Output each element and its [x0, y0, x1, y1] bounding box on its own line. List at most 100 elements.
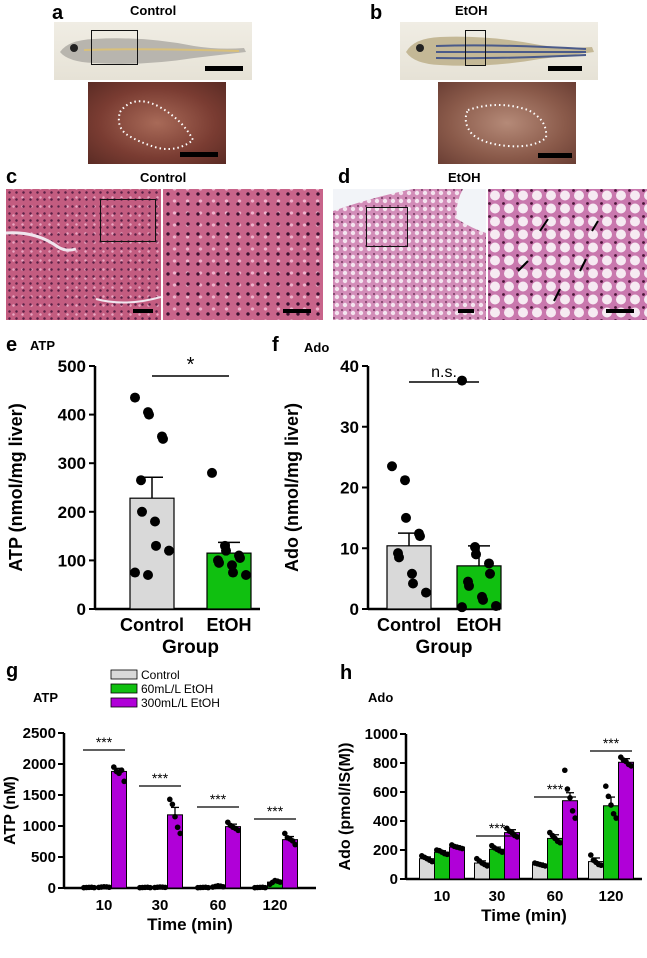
data-point — [457, 602, 467, 613]
x-tick-label: 120 — [262, 897, 287, 914]
significance-label: *** — [96, 734, 113, 750]
y-tick-label: 400 — [373, 813, 398, 830]
data-point — [387, 461, 397, 472]
panel-g-letter: g — [6, 660, 19, 682]
data-point — [613, 815, 619, 821]
x-tick-label: Control — [120, 615, 184, 635]
data-point — [572, 815, 578, 821]
histology-control-overview — [6, 189, 161, 320]
data-point — [227, 560, 237, 571]
y-tick-label: 800 — [373, 755, 398, 772]
y-tick-label: 100 — [58, 551, 86, 570]
histology-etoh-zoom — [488, 189, 647, 320]
data-point — [484, 863, 490, 869]
data-point — [400, 475, 410, 486]
y-axis-label: ATP (nM) — [2, 776, 19, 845]
legend-swatch — [110, 669, 138, 680]
data-point — [147, 884, 153, 891]
panel-e-letter: e — [6, 334, 18, 356]
data-point — [172, 813, 178, 820]
bar — [449, 846, 465, 880]
data-point — [111, 764, 117, 770]
data-point — [106, 884, 112, 891]
data-point — [262, 884, 269, 891]
data-point — [137, 506, 147, 517]
x-axis-label: Time (min) — [147, 915, 233, 934]
zebrafish-etoh-photo — [400, 22, 598, 80]
data-point — [130, 567, 140, 578]
data-point — [457, 375, 467, 386]
liver-etoh-photo — [438, 82, 576, 164]
data-point — [220, 883, 226, 890]
y-tick-label: 200 — [58, 503, 86, 522]
data-point — [499, 849, 505, 855]
chart-f: 0 10 20 30 40 Ado (nmol/mg liver) Control EtOHG… — [282, 357, 502, 658]
data-point — [407, 568, 417, 579]
x-tick-label: 30 — [489, 888, 506, 905]
bar — [111, 770, 127, 889]
scale-bar — [133, 309, 153, 313]
significance-label: *** — [210, 791, 227, 807]
data-point — [177, 830, 183, 837]
panel-d-title: EtOH — [448, 170, 481, 185]
scale-bar — [180, 152, 218, 157]
y-tick-label: 500 — [31, 849, 56, 866]
y-tick-label: 0 — [48, 880, 56, 897]
x-tick-label: 30 — [152, 897, 169, 914]
y-tick-label: 10 — [340, 539, 359, 558]
panel-b-letter: b — [370, 2, 383, 24]
data-point — [292, 841, 299, 848]
data-point — [394, 552, 404, 563]
data-point — [241, 569, 251, 580]
data-point — [471, 549, 481, 560]
y-tick-label: 1000 — [365, 726, 398, 743]
data-point — [459, 845, 465, 852]
data-point — [91, 884, 97, 891]
x-tick-label: Control — [377, 615, 441, 635]
y-tick-label: 1500 — [23, 787, 56, 804]
histology-etoh-overview — [333, 189, 486, 320]
data-point — [557, 839, 563, 846]
data-point — [567, 795, 573, 801]
zebrafish-control-photo — [54, 22, 252, 80]
data-point — [136, 475, 146, 486]
data-point — [401, 512, 411, 523]
y-axis-label: Ado (pmol/IS(M)) — [337, 743, 354, 871]
histology-control-zoom — [163, 189, 323, 320]
y-tick-label: 0 — [350, 600, 359, 619]
legend-label: Control — [141, 668, 180, 682]
legend-label: 60mL/L EtOH — [141, 682, 213, 696]
panel-c-title: Control — [140, 170, 187, 185]
arrow-icon — [517, 218, 599, 302]
significance-label: * — [187, 354, 195, 376]
data-point — [207, 467, 217, 478]
data-point — [562, 767, 568, 774]
scale-bar — [458, 309, 474, 313]
panel-g-title: ATP — [33, 690, 59, 705]
data-point — [130, 392, 140, 403]
data-point — [444, 851, 450, 858]
fish-zoom-box — [465, 30, 486, 66]
data-point — [277, 879, 284, 885]
scale-bar — [205, 66, 243, 71]
data-point — [588, 852, 594, 858]
y-tick-label: 2000 — [23, 756, 56, 773]
data-point — [118, 767, 125, 773]
data-point — [415, 531, 425, 542]
x-axis-label: Group — [162, 637, 219, 658]
panel-a-title: Control — [130, 3, 177, 18]
significance-label: *** — [603, 735, 620, 751]
data-point — [484, 558, 494, 569]
data-point — [569, 808, 576, 814]
data-point — [221, 545, 231, 556]
legend-label: 300mL/L EtOH — [141, 696, 220, 710]
data-point — [429, 858, 435, 865]
x-tick-label: 60 — [547, 888, 564, 905]
chart-g: 0 500 1000 1500 2000 2500 ATP (nM) 10 30 60 120 Tim… — [2, 668, 316, 934]
y-tick-label: 400 — [58, 406, 86, 425]
y-tick-label: 0 — [77, 600, 86, 619]
x-axis-label: Time (min) — [481, 906, 567, 925]
y-tick-label: 1000 — [23, 818, 56, 835]
data-point — [598, 862, 604, 869]
panel-h-title: Ado — [368, 690, 394, 705]
